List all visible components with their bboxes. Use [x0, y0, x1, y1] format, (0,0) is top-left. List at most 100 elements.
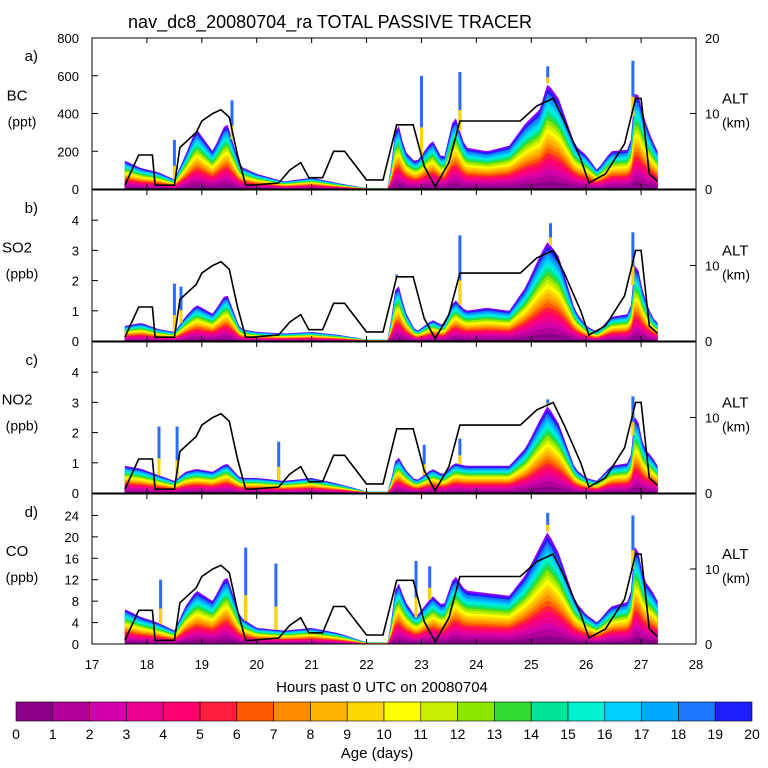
colorbar-label: Age (days): [341, 745, 414, 762]
age-stack: [124, 406, 658, 493]
age-band-0: [124, 333, 658, 341]
y-tick-label: 24: [65, 508, 79, 523]
species-label: BC: [7, 88, 28, 105]
colorbar-swatch-18: [678, 701, 716, 722]
alt-tick-label: 0: [705, 182, 712, 197]
y-tick-label: 12: [65, 573, 79, 588]
y-tick-label: 0: [72, 182, 79, 197]
spike-bar: [274, 563, 278, 630]
colorbar-tick-label: 2: [86, 726, 94, 742]
spike-bar: [631, 60, 635, 117]
colorbar-tick-label: 12: [450, 726, 466, 742]
spike-bar-core: [631, 550, 635, 569]
unit-label: (ppb): [6, 569, 39, 585]
colorbar-tick-label: 6: [233, 726, 241, 742]
alt-axis-label: ALT: [722, 91, 748, 108]
colorbar-tick-label: 14: [523, 726, 539, 742]
colorbar: 0 1 2 3 4 5 6 7 8 9 10 11 12 13 14 15 16 17 18 19 20: [12, 701, 760, 742]
y-tick-label: 0: [72, 486, 79, 501]
altitude-line: [124, 401, 659, 493]
y-tick-label: 4: [72, 213, 79, 228]
colorbar-swatch-10: [383, 701, 422, 722]
colorbar-swatch-16: [604, 701, 642, 722]
spike-bar: [458, 72, 462, 131]
colorbar-swatch-5: [199, 701, 238, 722]
colorbar-tick-label: 20: [744, 726, 760, 742]
x-tick-label: 28: [689, 657, 703, 672]
x-tick-label: 23: [414, 657, 428, 672]
y-tick-label: 800: [57, 31, 79, 46]
spike-bar: [159, 579, 163, 624]
spike-bar-core: [549, 237, 552, 246]
y-tick-label: 0: [72, 637, 79, 652]
spike-bar: [230, 100, 234, 140]
spike-bar-core: [159, 608, 163, 624]
colorbar-swatch-12: [457, 701, 495, 722]
spike-1: [179, 286, 183, 323]
spike-bar: [172, 139, 176, 180]
alt-tick-label: 10: [705, 259, 719, 274]
panel-label: c): [26, 352, 39, 369]
x-tick-label: 20: [249, 657, 263, 672]
spike-bar: [549, 223, 552, 246]
spike-bar-core: [546, 524, 550, 532]
alt-tick-label: 0: [705, 334, 712, 349]
alt-axis-label: ALT: [722, 395, 748, 412]
spike-bar: [546, 399, 550, 406]
spike-bar: [244, 547, 248, 621]
colorbar-swatch-14: [530, 701, 569, 722]
spike-1: [244, 547, 248, 621]
panel-label: d): [25, 504, 38, 521]
spike-bar-core: [172, 165, 176, 180]
alt-axis-unit: (km): [722, 115, 750, 131]
spike-bar-core: [244, 595, 248, 621]
colorbar-swatch-6: [236, 701, 274, 722]
spike-0: [157, 426, 161, 476]
colorbar-tick-label: 13: [487, 726, 503, 742]
colorbar-swatch-3: [126, 701, 164, 722]
y-tick-label: 200: [57, 144, 79, 159]
spike-2: [277, 441, 281, 481]
x-axis: 17 18 19 20 21 22 23 24 25 26 27 28: [85, 657, 703, 672]
spike-bar-core: [546, 77, 550, 84]
spike-4: [549, 223, 552, 246]
x-tick-label: 21: [304, 657, 318, 672]
spike-3: [458, 235, 462, 305]
y-tick-label: 3: [72, 395, 79, 410]
spike-bar-core: [428, 587, 432, 600]
age-stack: [124, 84, 658, 189]
y-tick-label: 600: [57, 69, 79, 84]
unit-label: (ppb): [6, 266, 39, 282]
spike-bar: [458, 438, 462, 465]
colorbar-tick-label: 5: [196, 726, 204, 742]
age-band-0: [124, 181, 658, 189]
age-stack: [124, 242, 658, 341]
unit-label: (ppb): [6, 418, 39, 434]
spike-bar-core: [172, 315, 176, 332]
colorbar-tick-label: 15: [560, 726, 576, 742]
y-tick-label: 400: [57, 107, 79, 122]
colorbar-swatch-1: [52, 701, 90, 722]
x-tick-label: 17: [85, 657, 99, 672]
panel-bc: 0 200 400 600 800 0 10 20 a) BC (ppt) ALT (km): [7, 31, 750, 197]
altitude-line: [124, 249, 659, 341]
x-tick-label: 26: [579, 657, 593, 672]
species-label: SO2: [2, 240, 32, 257]
colorbar-tick-label: 0: [12, 726, 20, 742]
colorbar-swatch-11: [420, 701, 458, 722]
y-tick-label: 1: [72, 304, 79, 319]
spike-2: [274, 563, 278, 630]
x-tick-label: 22: [359, 657, 373, 672]
panel-co: 0 4 8 12 16 20 24 0 10 d) CO (ppb) ALT (km): [6, 493, 750, 652]
age-band-0: [124, 486, 658, 493]
spike-0: [172, 139, 176, 180]
panel-label: a): [25, 48, 38, 65]
alt-axis-label: ALT: [722, 546, 748, 563]
spike-bar: [420, 75, 423, 156]
y-tick-label: 3: [72, 243, 79, 258]
colorbar-swatch-8: [310, 701, 348, 722]
x-tick-label: 27: [634, 657, 648, 672]
unit-label: (ppt): [8, 114, 37, 130]
spike-bar-core: [458, 280, 462, 305]
